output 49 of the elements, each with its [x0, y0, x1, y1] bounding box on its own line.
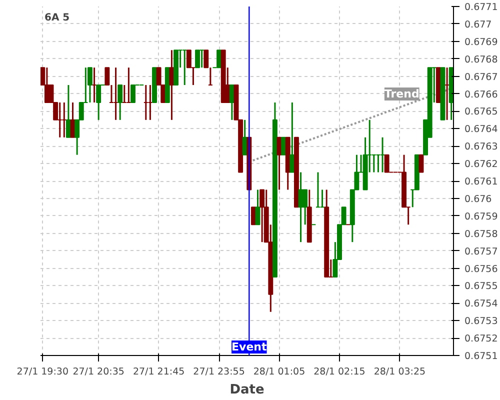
- candlestick: [302, 188, 308, 226]
- candlestick: [87, 66, 92, 104]
- candlestick: [66, 84, 71, 138]
- x-tick-label: 28/1 03:25: [374, 366, 426, 378]
- y-tick-label: 0.6758: [464, 228, 498, 240]
- y-tick-label: 0.6755: [464, 281, 498, 292]
- candlestick: [384, 154, 390, 173]
- y-tick-label: 0.6769: [464, 36, 498, 48]
- y-tick-label: 0.6763: [464, 142, 498, 153]
- y-tick-label: 0.6771: [464, 2, 498, 13]
- y-tick-label: 0.6756: [464, 264, 498, 275]
- y-tick-label: 0.6757: [464, 246, 498, 258]
- y-tick-label: 0.6754: [464, 298, 498, 310]
- candlestick: [260, 188, 265, 243]
- y-tick-label: 0.6767: [464, 72, 498, 83]
- y-tick-label: 0.6752: [464, 334, 498, 345]
- y-tick-label: 0.6764: [464, 124, 498, 136]
- candlestick: [96, 84, 102, 121]
- candlestick: [130, 84, 136, 103]
- candlestick: [255, 188, 260, 226]
- x-tick-label: 27/1 21:45: [132, 366, 185, 378]
- y-tick-label: 0.6766: [464, 89, 498, 100]
- y-tick-label: 0.6761: [464, 176, 498, 188]
- annotation: Event: [232, 340, 267, 354]
- x-tick-label: 27/1 23:55: [193, 366, 245, 378]
- y-tick-label: 0.6762: [464, 159, 498, 170]
- y-tick-label: 0.677: [464, 19, 492, 30]
- candlestick: [169, 49, 174, 121]
- candlestick: [195, 50, 200, 68]
- x-tick-label: 28/1 02:15: [314, 366, 366, 378]
- x-axis-title: Date: [230, 382, 264, 398]
- y-tick-label: 0.6765: [464, 106, 498, 118]
- series-label: Trend: [384, 87, 420, 100]
- y-tick-label: 0.6759: [464, 211, 498, 222]
- candlestick: [290, 102, 295, 174]
- x-tick-label: 27/1 19:30: [16, 366, 69, 378]
- candlestick: [44, 66, 50, 104]
- candlestick: [186, 50, 192, 68]
- y-tick-label: 0.6768: [464, 54, 498, 66]
- text: 6A 5: [44, 12, 70, 24]
- y-tick-label: 0.676: [464, 194, 492, 205]
- x-tick-label: 28/1 01:05: [253, 366, 306, 378]
- candlestick: [418, 154, 424, 173]
- candlestick: [118, 84, 123, 121]
- x-tick-label: 27/1 20:35: [72, 366, 124, 378]
- y-tick-label: 0.6751: [464, 351, 498, 362]
- y-tick-label: 0.6753: [464, 316, 498, 328]
- candlestick: [250, 206, 256, 226]
- candlestick: [229, 84, 234, 121]
